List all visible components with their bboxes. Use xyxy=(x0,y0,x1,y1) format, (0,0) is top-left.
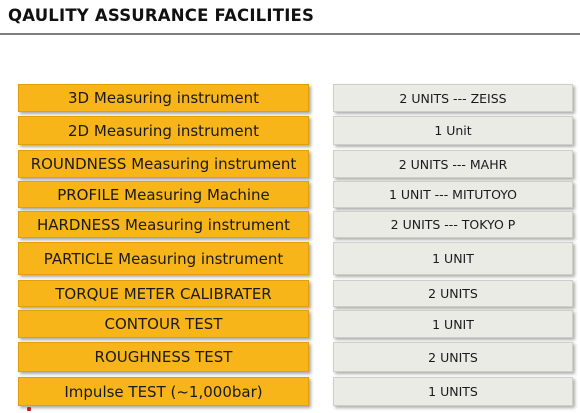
facility-row-particle: PARTICLE Measuring instrument 1 UNIT xyxy=(0,242,580,275)
facility-name: Impulse TEST (~1,000bar) xyxy=(18,377,309,406)
facility-name: HARDNESS Measuring instrument xyxy=(18,211,309,238)
facility-units: 2 UNITS xyxy=(333,280,573,307)
facility-name: ROUNDNESS Measuring instrument xyxy=(18,150,309,178)
facility-units: 2 UNITS --- MAHR xyxy=(333,150,573,178)
facility-units: 1 UNIT --- MITUTOYO xyxy=(333,181,573,208)
facility-name: 2D Measuring instrument xyxy=(18,116,309,145)
facility-units: 1 UNIT xyxy=(333,242,573,275)
facility-row-contour: CONTOUR TEST 1 UNIT xyxy=(0,310,580,338)
facility-row-profile: PROFILE Measuring Machine 1 UNIT --- MIT… xyxy=(0,181,580,208)
facility-row-3d: 3D Measuring instrument 2 UNITS --- ZEIS… xyxy=(0,84,580,112)
facility-name: PROFILE Measuring Machine xyxy=(18,181,309,208)
facility-units: 1 Unit xyxy=(333,116,573,145)
facility-row-torque: TORQUE METER CALIBRATER 2 UNITS xyxy=(0,280,580,307)
facility-row-impulse: Impulse TEST (~1,000bar) 1 UNITS xyxy=(0,377,580,406)
page-title: QAULITY ASSURANCE FACILITIES xyxy=(8,6,315,25)
facility-units: 1 UNIT xyxy=(333,310,573,338)
facility-row-2d: 2D Measuring instrument 1 Unit xyxy=(0,116,580,145)
facility-name: PARTICLE Measuring instrument xyxy=(18,242,309,275)
facility-name: 3D Measuring instrument xyxy=(18,84,309,112)
facility-row-roundness: ROUNDNESS Measuring instrument 2 UNITS -… xyxy=(0,150,580,178)
facility-name: TORQUE METER CALIBRATER xyxy=(18,280,309,307)
facility-units: 1 UNITS xyxy=(333,377,573,406)
facility-row-roughness: ROUGHNESS TEST 2 UNITS xyxy=(0,342,580,372)
facility-units: 2 UNITS xyxy=(333,342,573,372)
facility-name: ROUGHNESS TEST xyxy=(18,342,309,372)
facility-name: CONTOUR TEST xyxy=(18,310,309,338)
bullet-marker xyxy=(27,407,31,411)
facility-units: 2 UNITS --- ZEISS xyxy=(333,84,573,112)
facility-units: 2 UNITS --- TOKYO P xyxy=(333,211,573,238)
title-divider xyxy=(0,33,580,35)
facility-row-hardness: HARDNESS Measuring instrument 2 UNITS --… xyxy=(0,211,580,238)
